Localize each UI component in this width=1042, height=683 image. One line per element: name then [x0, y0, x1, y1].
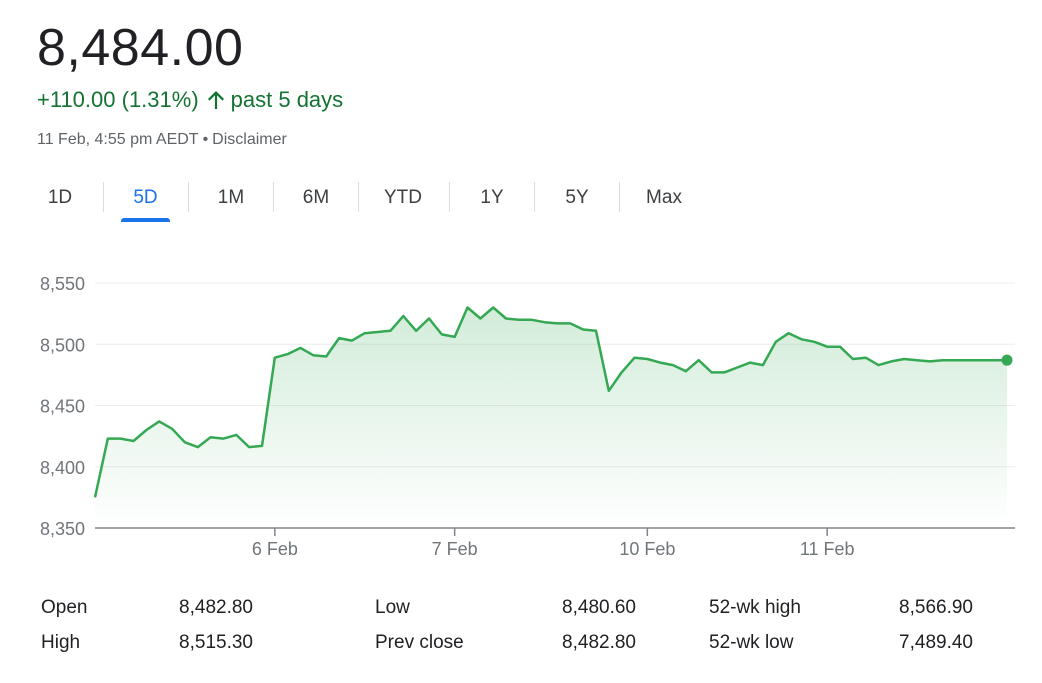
change-value: +110.00 (1.31%): [37, 87, 199, 112]
chart-area: [95, 307, 1007, 528]
price-line: [93, 306, 1007, 498]
x-tick-label: 6 Feb: [252, 539, 298, 559]
stat-label-52wk-high: 52-wk high: [709, 597, 801, 618]
tab-divider: [534, 182, 535, 212]
stat-label-prev-close: Prev close: [375, 632, 464, 653]
tab-6m[interactable]: 6M: [302, 187, 330, 208]
tab-1m[interactable]: 1M: [217, 187, 245, 208]
stat-value-low: 8,480.60: [562, 597, 636, 618]
chart-axes: 8,550 8,500 8,450 8,400 8,350 6 Feb 7 Feb 10 Fe…: [40, 274, 1015, 559]
stat-value-52wk-low: 7,489.40: [899, 632, 973, 653]
x-tick-label: 11 Feb: [800, 539, 855, 559]
area-fill: [95, 307, 1007, 528]
tab-divider: [273, 182, 274, 212]
stat-value-52wk-high: 8,566.90: [899, 597, 973, 618]
tab-5d[interactable]: 5D: [121, 178, 170, 222]
last-price-marker: [1001, 354, 1013, 366]
tab-1d[interactable]: 1D: [47, 187, 73, 208]
y-tick-label: 8,550: [40, 274, 85, 294]
quote-meta: 11 Feb, 4:55 pm AEDT • Disclaimer: [37, 129, 287, 151]
stats-table: Open 8,482.80 High 8,515.30 Low 8,480.60…: [0, 591, 1042, 671]
tab-divider: [449, 182, 450, 212]
price-change: +110.00 (1.31%) past 5 days: [37, 86, 343, 114]
tab-max[interactable]: Max: [646, 187, 682, 208]
y-tick-label: 8,400: [40, 458, 85, 478]
price-chart[interactable]: 8,550 8,500 8,450 8,400 8,350 6 Feb 7 Feb 10 Fe…: [0, 255, 1042, 580]
tab-divider: [619, 182, 620, 212]
y-tick-label: 8,500: [40, 335, 85, 355]
tab-ytd[interactable]: YTD: [384, 187, 422, 208]
stat-label-low: Low: [375, 597, 410, 618]
arrow-up-icon: [205, 89, 227, 111]
chart-series: [93, 306, 1013, 498]
tab-divider: [188, 182, 189, 212]
disclaimer-link[interactable]: Disclaimer: [212, 131, 287, 148]
stat-label-high: High: [41, 632, 81, 653]
current-price: 8,484.00: [37, 19, 244, 77]
x-tick-label: 10 Feb: [619, 539, 675, 559]
tab-5y[interactable]: 5Y: [565, 187, 589, 208]
stat-label-52wk-low: 52-wk low: [709, 632, 794, 653]
price-chart-svg[interactable]: 8,550 8,500 8,450 8,400 8,350 6 Feb 7 Feb 10 Fe…: [0, 255, 1042, 575]
change-period: past 5 days: [230, 87, 344, 112]
tab-divider: [358, 182, 359, 212]
stat-value-high: 8,515.30: [179, 632, 253, 653]
timestamp: 11 Feb, 4:55 pm AEDT: [37, 131, 199, 148]
stat-value-prev-close: 8,482.80: [562, 632, 636, 653]
tab-1y[interactable]: 1Y: [480, 187, 504, 208]
stat-label-open: Open: [41, 597, 88, 618]
tab-divider: [103, 182, 104, 212]
x-tick-label: 7 Feb: [432, 539, 478, 559]
stat-value-open: 8,482.80: [179, 597, 253, 618]
meta-separator: •: [202, 131, 209, 148]
y-tick-label: 8,350: [40, 519, 85, 539]
y-tick-label: 8,450: [40, 397, 85, 417]
